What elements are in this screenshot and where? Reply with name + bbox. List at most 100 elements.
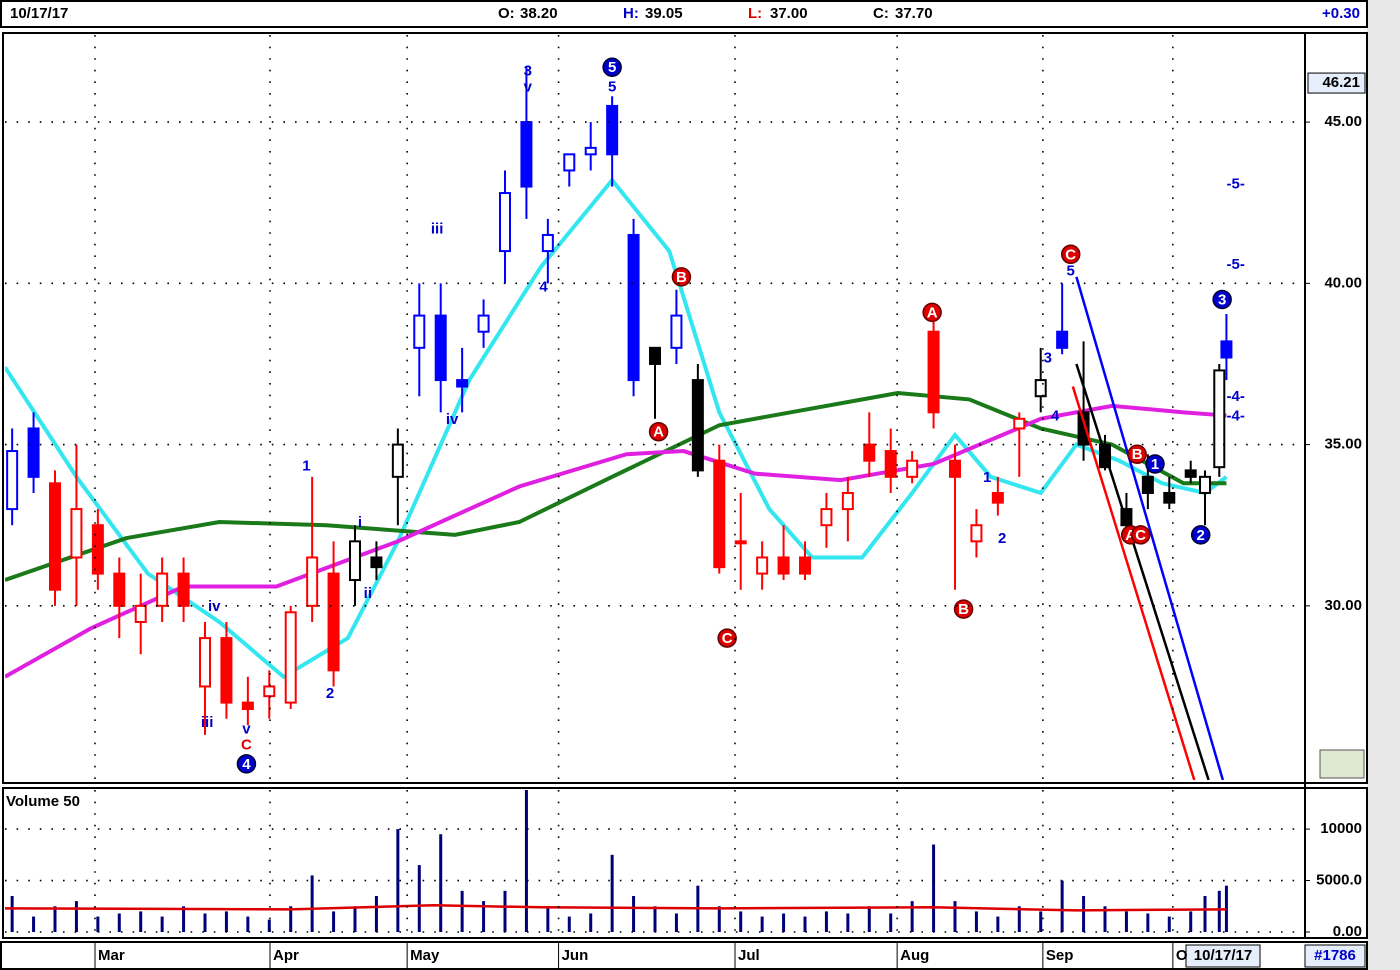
x-tick-label: Sep bbox=[1046, 947, 1074, 964]
last-price-box bbox=[1307, 72, 1366, 94]
candle-body bbox=[863, 443, 876, 462]
wave-label: 1 bbox=[302, 458, 310, 475]
candle-body bbox=[884, 450, 897, 478]
candle-body bbox=[284, 611, 297, 704]
wave-circle bbox=[1060, 244, 1081, 265]
candle-body bbox=[949, 459, 961, 478]
candle-body bbox=[134, 604, 147, 623]
volume-bar bbox=[1082, 895, 1086, 932]
volume-bar bbox=[546, 906, 550, 932]
wave-circle bbox=[922, 302, 942, 323]
wave-label: 5 bbox=[608, 79, 616, 96]
candle-body bbox=[499, 192, 511, 253]
volume-bar bbox=[632, 895, 636, 932]
wave-circle bbox=[1145, 454, 1165, 474]
volume-panel bbox=[2, 787, 1368, 939]
candle-body bbox=[370, 556, 383, 569]
candle-body bbox=[1220, 340, 1233, 359]
toolbox-icon[interactable] bbox=[1319, 749, 1365, 779]
volume-bar bbox=[74, 901, 78, 932]
volume-bar bbox=[117, 913, 121, 932]
volume-bar bbox=[396, 829, 400, 932]
field-value: 39.05 bbox=[645, 5, 683, 22]
wave-label: iv bbox=[446, 411, 459, 428]
candle-body bbox=[391, 443, 404, 478]
volume-bar bbox=[310, 875, 314, 932]
wave-label: C bbox=[1135, 527, 1146, 544]
volume-bar bbox=[460, 890, 464, 932]
y-tick-label: 5000.0 bbox=[1316, 872, 1362, 889]
wave-label: C bbox=[241, 736, 252, 753]
volume-bar bbox=[653, 906, 657, 932]
field-label: C: bbox=[873, 5, 889, 22]
x-tick-label: May bbox=[410, 947, 440, 964]
volume-bar bbox=[760, 916, 764, 932]
candle-body bbox=[734, 540, 747, 545]
candle-body bbox=[906, 459, 919, 478]
wave-circle bbox=[953, 599, 974, 619]
volume-bar bbox=[1217, 890, 1221, 932]
volume-bar bbox=[1124, 911, 1128, 932]
volume-bar bbox=[739, 911, 743, 932]
volume-bar bbox=[1224, 885, 1228, 932]
volume-bar bbox=[267, 919, 271, 932]
volume-bar bbox=[503, 890, 507, 932]
wave-circle bbox=[1190, 525, 1211, 545]
volume-bar bbox=[96, 916, 100, 932]
candle-body bbox=[220, 637, 233, 704]
candle-body bbox=[1184, 469, 1197, 478]
wave-label: -4- bbox=[1227, 388, 1245, 405]
candle-body bbox=[199, 637, 211, 688]
candle-body bbox=[456, 379, 469, 388]
candle-body bbox=[156, 572, 169, 607]
volume-bar bbox=[1203, 895, 1207, 932]
volume-bar bbox=[482, 901, 486, 932]
volume-bar bbox=[203, 913, 207, 932]
candle-body bbox=[327, 572, 340, 672]
volume-bar bbox=[332, 911, 336, 932]
y-tick-label: 10000 bbox=[1320, 820, 1362, 837]
x-tick-label: Aug bbox=[900, 947, 929, 964]
wave-label: 1 bbox=[983, 469, 991, 486]
wave-label: -5- bbox=[1227, 175, 1245, 192]
field-value: 38.20 bbox=[520, 5, 558, 22]
wave-label: C bbox=[722, 630, 733, 647]
volume-bar bbox=[910, 901, 914, 932]
volume-bar bbox=[782, 913, 786, 932]
wave-circle bbox=[236, 754, 257, 774]
candle-body bbox=[691, 379, 704, 472]
candle-body bbox=[649, 346, 661, 365]
volume-bar bbox=[674, 913, 678, 932]
field-label: O: bbox=[498, 5, 515, 22]
y-tick-label: 45.00 bbox=[1324, 113, 1362, 130]
candle-body bbox=[541, 233, 554, 253]
candle-body bbox=[799, 556, 811, 575]
wave-label: v bbox=[524, 79, 533, 96]
header-fields: O: 38.20 H: 39.05 L: 37.00 C: 37.70 bbox=[498, 5, 933, 22]
field-value: 37.00 bbox=[770, 5, 808, 22]
wave-circle bbox=[717, 628, 737, 648]
volume-bar bbox=[932, 844, 936, 932]
volume-bar bbox=[974, 911, 978, 932]
volume-bar bbox=[417, 865, 421, 932]
volume-bar bbox=[867, 906, 871, 932]
wave-label: A bbox=[653, 424, 664, 441]
candle-body bbox=[1141, 475, 1154, 494]
volume-bar bbox=[524, 790, 528, 932]
volume-bar bbox=[1103, 906, 1107, 932]
field-label: L: bbox=[748, 5, 762, 22]
volume-bar bbox=[589, 913, 593, 932]
x-tick-label: Jul bbox=[738, 947, 760, 964]
candle-body bbox=[927, 330, 940, 414]
volume-bar bbox=[439, 834, 443, 932]
candle-body bbox=[1213, 369, 1226, 469]
wave-label: 4 bbox=[539, 279, 548, 296]
candle-body bbox=[841, 491, 854, 511]
wave-label: B bbox=[676, 269, 687, 286]
volume-bar bbox=[139, 911, 143, 932]
y-tick-label: 0.00 bbox=[1333, 923, 1362, 940]
wave-label: 3 bbox=[1218, 291, 1226, 308]
candle-body bbox=[563, 153, 576, 172]
candle-body bbox=[777, 556, 790, 575]
